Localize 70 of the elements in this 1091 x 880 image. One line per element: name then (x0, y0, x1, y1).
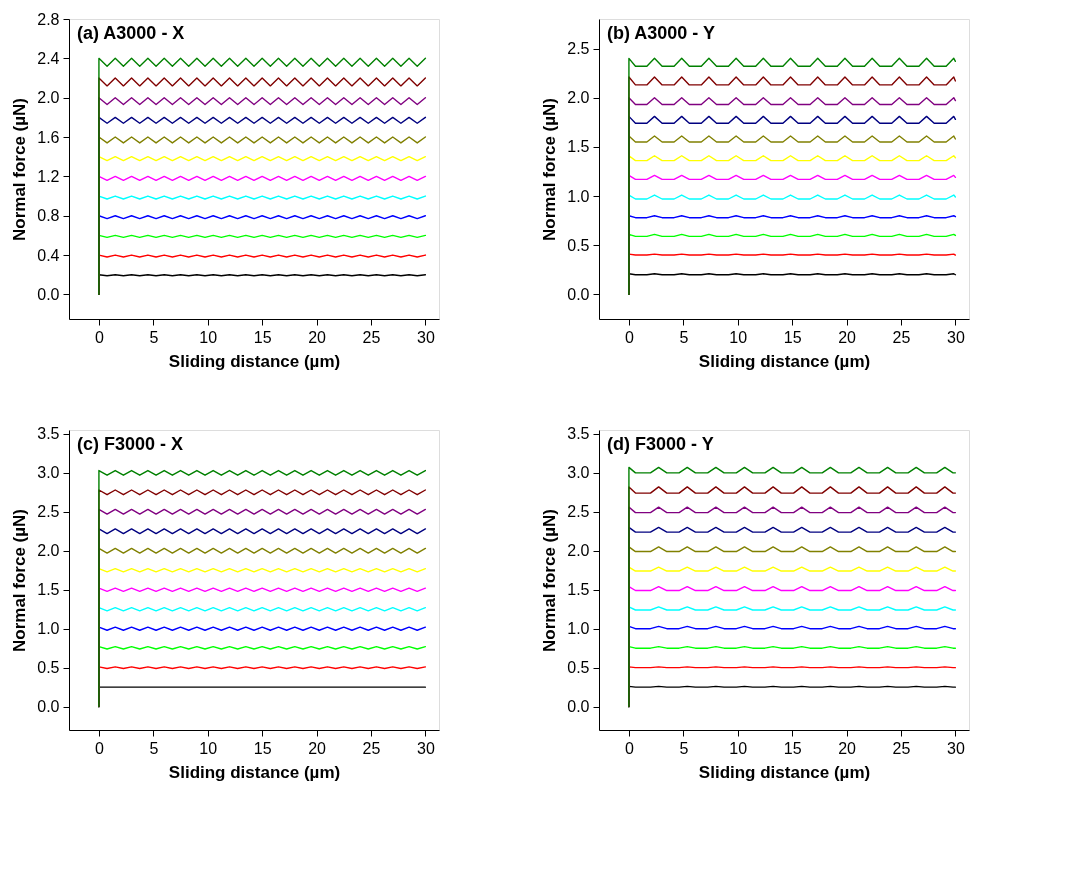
y-tick-label: 0.5 (37, 659, 60, 677)
x-tick-label: 0 (94, 739, 104, 757)
y-tick-label: 0.0 (37, 698, 60, 716)
y-tick-label: 1.0 (37, 620, 60, 638)
x-tick-label: 25 (362, 328, 381, 346)
y-tick-label: 2.5 (567, 40, 590, 58)
y-tick-label: 0.0 (567, 698, 590, 716)
x-tick-label: 15 (783, 739, 802, 757)
x-tick-label: 10 (199, 328, 218, 346)
x-tick-label: 25 (892, 739, 911, 757)
chart-title: (d) F3000 - Y (607, 434, 714, 454)
x-tick-label: 20 (308, 739, 327, 757)
y-tick-label: 2.8 (37, 10, 60, 28)
y-tick-label: 0.8 (37, 207, 60, 225)
y-tick-label: 2.0 (567, 542, 590, 560)
x-tick-label: 15 (783, 328, 802, 346)
y-tick-label: 0.5 (567, 236, 590, 254)
chart-title: (a) A3000 - X (77, 23, 185, 43)
y-tick-label: 2.5 (37, 503, 60, 521)
y-tick-label: 1.5 (567, 138, 590, 156)
y-tick-label: 1.6 (37, 128, 60, 146)
y-tick-label: 2.4 (37, 49, 60, 67)
x-axis-title: Sliding distance (µm) (168, 762, 341, 782)
x-tick-label: 30 (417, 328, 435, 346)
x-tick-label: 30 (947, 739, 965, 757)
x-tick-label: 20 (838, 328, 857, 346)
x-tick-label: 5 (679, 739, 689, 757)
y-axis-title: Normal force (µN) (540, 509, 560, 652)
y-tick-label: 2.5 (567, 503, 590, 521)
x-tick-label: 5 (149, 328, 159, 346)
chart-title: (b) A3000 - Y (607, 23, 716, 43)
y-tick-label: 3.0 (37, 464, 60, 482)
x-tick-label: 15 (253, 739, 272, 757)
x-tick-label: 10 (199, 739, 218, 757)
x-tick-label: 10 (729, 739, 748, 757)
y-tick-label: 2.0 (37, 89, 60, 107)
y-tick-label: 1.5 (567, 581, 590, 599)
y-axis-title: Normal force (µN) (540, 98, 560, 241)
chart-title: (c) F3000 - X (77, 434, 184, 454)
x-tick-label: 15 (253, 328, 272, 346)
y-tick-label: 0.0 (37, 285, 60, 303)
x-tick-label: 25 (892, 328, 911, 346)
y-axis-title: Normal force (µN) (10, 98, 30, 241)
y-tick-label: 2.0 (567, 89, 590, 107)
y-tick-label: 3.0 (567, 464, 590, 482)
y-axis-title: Normal force (µN) (10, 509, 30, 652)
y-tick-label: 1.5 (37, 581, 60, 599)
x-axis-title: Sliding distance (µm) (168, 351, 341, 371)
y-tick-label: 0.0 (567, 285, 590, 303)
x-tick-label: 5 (149, 739, 159, 757)
x-tick-label: 25 (362, 739, 381, 757)
y-tick-label: 1.0 (567, 620, 590, 638)
y-tick-label: 3.5 (37, 425, 60, 443)
y-tick-label: 0.4 (37, 246, 60, 264)
x-tick-label: 0 (624, 739, 634, 757)
x-tick-label: 5 (679, 328, 689, 346)
x-axis-title: Sliding distance (µm) (698, 762, 871, 782)
x-tick-label: 10 (729, 328, 748, 346)
x-axis-title: Sliding distance (µm) (698, 351, 871, 371)
x-tick-label: 30 (947, 328, 965, 346)
y-tick-label: 2.0 (37, 542, 60, 560)
y-tick-label: 1.0 (567, 187, 590, 205)
x-tick-label: 30 (417, 739, 435, 757)
x-tick-label: 20 (308, 328, 327, 346)
x-tick-label: 20 (838, 739, 857, 757)
y-tick-label: 0.5 (567, 659, 590, 677)
x-tick-label: 0 (624, 328, 634, 346)
x-tick-label: 0 (94, 328, 104, 346)
y-tick-label: 1.2 (37, 167, 60, 185)
y-tick-label: 3.5 (567, 425, 590, 443)
